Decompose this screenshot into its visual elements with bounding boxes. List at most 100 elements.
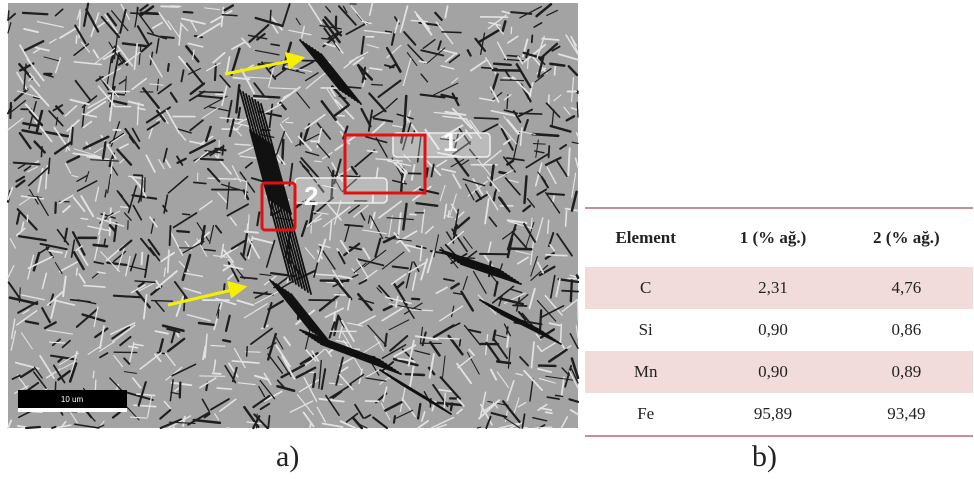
texture-stroke	[247, 347, 248, 356]
texture-stroke	[548, 194, 564, 195]
texture-stroke	[507, 56, 518, 57]
texture-stroke	[168, 64, 169, 71]
texture-stroke	[213, 373, 221, 374]
texture-stroke	[177, 231, 189, 232]
texture-stroke	[385, 31, 391, 32]
texture-stroke	[26, 427, 40, 428]
figure: 1 2 10 um a) Element 1 (% ağ.) 2 (% ağ.)…	[0, 0, 974, 479]
texture-stroke	[180, 382, 181, 397]
texture-stroke	[426, 168, 427, 176]
texture-stroke	[577, 102, 578, 117]
texture-stroke	[170, 226, 171, 245]
texture-stroke	[222, 146, 223, 155]
texture-stroke	[412, 299, 419, 300]
texture-stroke	[520, 113, 542, 114]
table-row: Mn0,900,89	[585, 351, 973, 393]
texture-stroke	[566, 211, 567, 226]
texture-stroke	[184, 12, 193, 13]
texture-stroke	[268, 416, 269, 428]
header-cell: Element	[585, 208, 706, 267]
table-cell: 0,90	[706, 309, 839, 351]
texture-stroke	[94, 245, 107, 246]
micrograph: 1 2 10 um	[0, 0, 580, 432]
texture-stroke	[222, 15, 237, 16]
table-cell: Fe	[585, 393, 706, 436]
texture-stroke	[475, 118, 498, 119]
texture-stroke	[513, 305, 527, 306]
texture-stroke	[81, 218, 88, 219]
texture-stroke	[577, 275, 578, 277]
texture-stroke	[533, 144, 545, 145]
texture-stroke	[532, 35, 533, 42]
region-label: 2	[304, 181, 318, 211]
texture-stroke	[406, 374, 424, 375]
texture-stroke	[23, 13, 47, 14]
texture-stroke	[142, 253, 143, 265]
texture-stroke	[52, 427, 56, 428]
texture-stroke	[93, 371, 94, 378]
table-cell: 0,89	[840, 351, 973, 393]
texture-stroke	[161, 6, 178, 7]
texture-stroke	[546, 255, 567, 256]
scale-label: 10 um	[61, 395, 84, 404]
table-body: C2,314,76Si0,900,86Mn0,900,89Fe95,8993,4…	[585, 267, 973, 436]
table-cell: 0,86	[840, 309, 973, 351]
texture-stroke	[500, 172, 506, 173]
texture-stroke	[270, 10, 271, 21]
table-row: C2,314,76	[585, 267, 973, 309]
texture-stroke	[494, 64, 511, 65]
texture-stroke	[460, 340, 461, 346]
texture-stroke	[550, 64, 564, 66]
texture-stroke	[152, 301, 173, 302]
table-cell: 95,89	[706, 393, 839, 436]
texture-stroke	[183, 214, 190, 215]
texture-stroke	[282, 140, 283, 162]
texture-stroke	[76, 268, 77, 275]
texture-stroke	[235, 144, 250, 145]
table-cell: Mn	[585, 351, 706, 393]
table-cell: 4,76	[840, 267, 973, 309]
scale-line	[18, 408, 127, 412]
header-row: Element 1 (% ağ.) 2 (% ağ.)	[585, 208, 973, 267]
table-cell: C	[585, 267, 706, 309]
texture-stroke	[8, 11, 9, 20]
texture-stroke	[442, 32, 461, 33]
panel-label: a)	[276, 440, 299, 474]
texture-stroke	[224, 284, 225, 290]
texture-stroke	[549, 146, 550, 157]
texture-stroke	[215, 65, 216, 80]
texture-stroke	[528, 59, 529, 69]
composition-table: Element 1 (% ağ.) 2 (% ağ.) C2,314,76Si0…	[585, 207, 973, 437]
texture-stroke	[223, 340, 230, 341]
texture-stroke	[199, 92, 222, 93]
texture-stroke	[134, 175, 143, 176]
texture-stroke	[201, 159, 223, 160]
texture-stroke	[497, 361, 510, 363]
texture-stroke	[482, 68, 497, 69]
table-row: Si0,900,86	[585, 309, 973, 351]
header-cell: 2 (% ağ.)	[840, 208, 973, 267]
texture-stroke	[168, 250, 169, 272]
texture-stroke	[50, 342, 65, 343]
table-cell: 0,90	[706, 351, 839, 393]
texture-stroke	[477, 427, 480, 428]
texture-stroke	[500, 80, 523, 81]
texture-stroke	[493, 70, 520, 71]
texture-stroke	[562, 291, 578, 292]
texture-stroke	[184, 296, 185, 311]
texture-stroke	[571, 280, 572, 301]
table-cell: 93,49	[840, 393, 973, 436]
texture-stroke	[546, 412, 552, 413]
texture-stroke	[194, 182, 206, 183]
texture-stroke	[254, 96, 279, 97]
texture-stroke	[561, 324, 562, 341]
texture-stroke	[555, 65, 556, 75]
table-cell: 2,31	[706, 267, 839, 309]
table-cell: Si	[585, 309, 706, 351]
texture-stroke	[41, 147, 42, 157]
texture-stroke	[337, 115, 345, 116]
texture-stroke	[372, 85, 383, 86]
texture-stroke	[394, 416, 395, 422]
label-box	[393, 133, 490, 157]
panel-label: b)	[752, 440, 777, 474]
